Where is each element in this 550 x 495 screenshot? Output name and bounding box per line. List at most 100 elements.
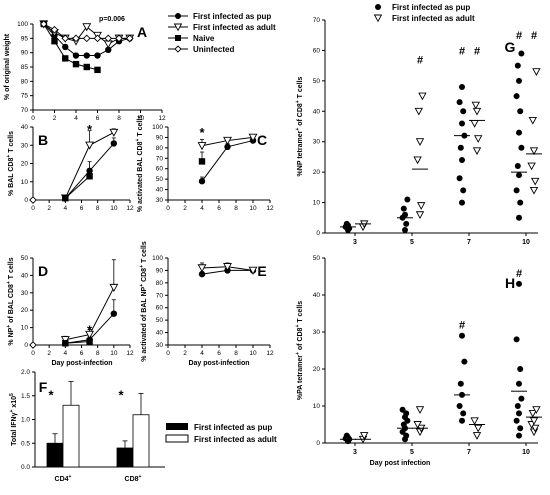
data-point [198, 178, 206, 185]
data-point [529, 147, 539, 156]
data-point [517, 425, 524, 432]
data-point [86, 338, 93, 345]
data-point [399, 406, 406, 413]
legend-label: Uninfected [193, 45, 234, 54]
p-value-annotation: p=0.006 [99, 16, 125, 23]
y-tick-label: 40 [313, 292, 321, 299]
y-tick-label: 100 [152, 255, 163, 262]
series-line [64, 175, 90, 199]
x-tick-label: 0 [166, 205, 170, 212]
data-point [473, 135, 483, 143]
y-tick-label: 30 [21, 290, 29, 297]
y-tick-label: 10 [313, 403, 321, 410]
data-point [459, 199, 465, 206]
x-tick-label: 10 [249, 205, 257, 212]
data-point [197, 142, 207, 151]
data-point [198, 158, 206, 165]
significance-hash: # [417, 55, 423, 67]
panel-c: 30 40 50 60 70 80 90 100 0 2 4 6 8 10 12 * % activated B… [135, 115, 274, 212]
x-tick-label: 0 [31, 205, 35, 212]
data-point [224, 143, 231, 151]
data-point [109, 128, 119, 137]
data-point [528, 409, 538, 418]
data-point [415, 138, 425, 146]
x-tick-label: 2 [183, 205, 187, 212]
data-point [223, 263, 232, 272]
data-point [418, 92, 427, 101]
x-tick-label: 7 [467, 449, 471, 456]
legend-marker [175, 35, 181, 41]
data-point [413, 421, 422, 429]
legend-label: First infected as adult [193, 23, 276, 32]
data-point [460, 108, 467, 115]
legend-swatch-pup [166, 423, 188, 430]
y-tick-label: 0 [316, 230, 320, 237]
series-triangle-open [197, 133, 258, 151]
series-diamond-open [39, 20, 134, 43]
x-tick-label: 0 [166, 350, 170, 357]
data-point [514, 403, 521, 409]
data-point [83, 63, 90, 71]
x-tick-label: 12 [266, 205, 274, 212]
panel-label-a: A [137, 24, 147, 40]
y-tick-label: 50 [156, 176, 164, 183]
y-tick-label: 50 [21, 255, 29, 262]
data-point [513, 93, 520, 100]
data-point [516, 214, 522, 221]
data-point [513, 336, 520, 343]
data-point [471, 101, 481, 110]
data-point [518, 395, 525, 402]
data-point [62, 43, 69, 51]
data-point [62, 55, 69, 62]
data-point [197, 264, 207, 273]
data-point [403, 220, 410, 227]
y-tick-label: 80 [21, 78, 29, 85]
y-tick-label: 100 [17, 21, 28, 28]
x-tick-label: 4 [200, 350, 204, 357]
series-triangle-open [197, 262, 258, 275]
data-point [415, 211, 425, 219]
data-point [516, 410, 522, 417]
y-tick-label: 50 [313, 78, 321, 85]
y-tick-label: 30 [156, 197, 164, 204]
data-point [60, 336, 70, 345]
data-point [459, 417, 465, 424]
bar [132, 414, 150, 468]
data-point [343, 432, 350, 439]
y-tick-label: 30 [313, 139, 321, 146]
y-tick-label: 40 [156, 187, 164, 194]
data-point [248, 266, 258, 275]
data-point [516, 280, 522, 287]
data-point [39, 20, 48, 28]
y-tick-label: 60 [156, 166, 164, 173]
significance-hash: # [459, 45, 465, 57]
x-tick-label: 6 [96, 115, 100, 122]
series-diamond-open [29, 196, 37, 204]
data-point [470, 120, 479, 128]
y-axis-label: % activated of BAL NP+ CD8+ T cells [139, 241, 148, 362]
y-tick-label: 60 [156, 305, 164, 312]
data-point [532, 68, 541, 76]
y-tick-label: 80 [156, 145, 164, 152]
x-tick-label: 3 [353, 449, 357, 456]
data-point [82, 34, 91, 43]
y-axis-label: %PA tetramer+ of CD8+ T cells [295, 301, 304, 400]
panel-label-e: E [257, 263, 266, 279]
data-point [460, 187, 467, 194]
x-tick-label: 3 [353, 239, 357, 246]
y-tick-label: 10 [313, 200, 321, 207]
x-tick-label: 8 [96, 205, 100, 212]
x-tick-label: 4 [64, 205, 68, 212]
data-point [529, 186, 539, 195]
data-point [459, 332, 465, 339]
data-point [85, 141, 95, 150]
x-tick-label: 10 [110, 205, 118, 212]
data-point [72, 34, 80, 43]
panel-a: 70 75 80 85 90 95 100 0 2 4 6 8 10 12 p=0.006 % of orig… [4, 16, 166, 122]
data-point [93, 34, 102, 43]
data-point [415, 406, 425, 414]
y-tick-label: 10 [21, 325, 29, 332]
data-point [529, 417, 539, 426]
x-tick-label: CD8+ [125, 474, 142, 483]
significance-star: * [87, 122, 93, 137]
